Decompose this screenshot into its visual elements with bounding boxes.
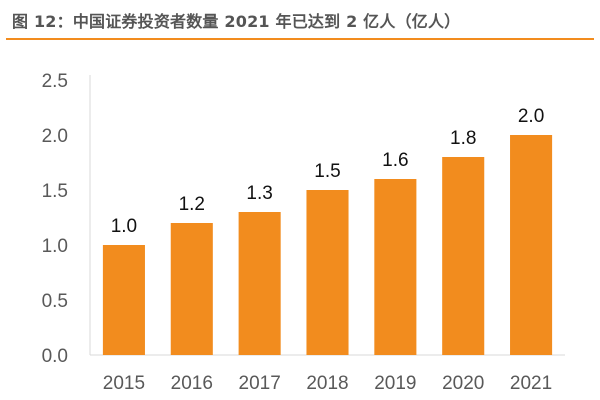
x-tick-label-2018: 2018 (306, 373, 348, 394)
data-label-2018: 1.5 (314, 161, 340, 182)
data-label-2021: 2.0 (518, 106, 544, 127)
title-divider (6, 38, 594, 40)
y-axis: 0.0 0.5 1.0 1.5 2.0 2.5 (42, 71, 91, 367)
x-axis: 2015 2016 2017 2018 2019 2020 2021 (90, 354, 565, 394)
bar-2018 (306, 190, 349, 355)
data-label-2017: 1.3 (246, 183, 272, 204)
figure-title: 图 12：中国证券投资者数量 2021 年已达到 2 亿人（亿人） (12, 12, 461, 31)
x-tick-label-2015: 2015 (103, 373, 145, 394)
x-tick-label-2021: 2021 (510, 373, 552, 394)
bar-series (102, 135, 553, 355)
x-tick-label-2020: 2020 (442, 373, 484, 394)
data-label-2016: 1.2 (179, 194, 205, 215)
data-label-2015: 1.0 (111, 216, 137, 237)
y-tick-label: 0.5 (42, 291, 68, 312)
bar-2015 (102, 245, 145, 355)
bar-2016 (170, 223, 213, 355)
y-tick-label: 2.5 (42, 71, 68, 92)
x-tick-label-2017: 2017 (239, 373, 281, 394)
bar-2021 (510, 135, 553, 355)
y-tick-label: 2.0 (42, 126, 68, 147)
y-tick-label: 1.5 (42, 181, 68, 202)
bar-2017 (238, 212, 281, 355)
data-label-2020: 1.8 (450, 128, 476, 149)
y-tick-label: 1.0 (42, 236, 68, 257)
data-label-2019: 1.6 (382, 150, 408, 171)
bar-2019 (374, 179, 417, 355)
y-tick-label: 0.0 (42, 346, 68, 367)
bar-2020 (442, 157, 485, 355)
x-tick-label-2016: 2016 (171, 373, 213, 394)
data-labels: 1.0 1.2 1.3 1.5 1.6 1.8 2.0 (111, 106, 545, 237)
x-tick-label-2019: 2019 (374, 373, 416, 394)
